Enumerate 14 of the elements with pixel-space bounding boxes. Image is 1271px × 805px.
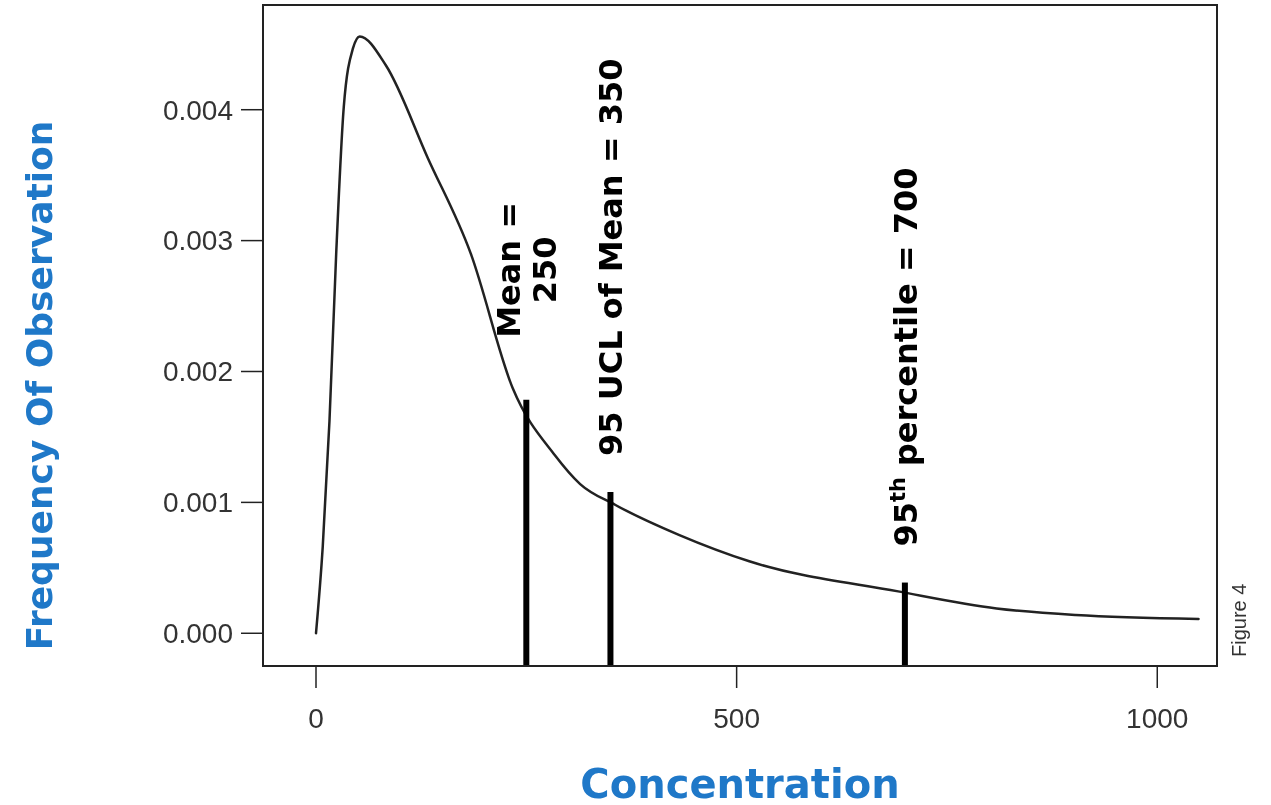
ref-line-label: Mean = 250 — [490, 201, 565, 338]
caption: Figure 4 — [1228, 583, 1250, 657]
y-tick-label: 0.001 — [162, 487, 233, 519]
x-axis-title: Concentration — [580, 761, 900, 805]
y-tick-label: 0.000 — [162, 618, 233, 650]
ref-line-label: 95 UCL of Mean = 350 — [592, 58, 631, 457]
y-tick-label: 0.004 — [162, 94, 233, 126]
y-axis-title: Frequency Of Observation — [19, 120, 60, 651]
x-tick-label: 500 — [713, 703, 760, 734]
y-tick-label: 0.002 — [162, 356, 233, 388]
x-tick-label: 0 — [308, 703, 324, 734]
line-series — [314, 35, 1200, 635]
y-tick-label: 0.003 — [162, 225, 233, 257]
x-tick-label: 1000 — [1126, 703, 1189, 734]
